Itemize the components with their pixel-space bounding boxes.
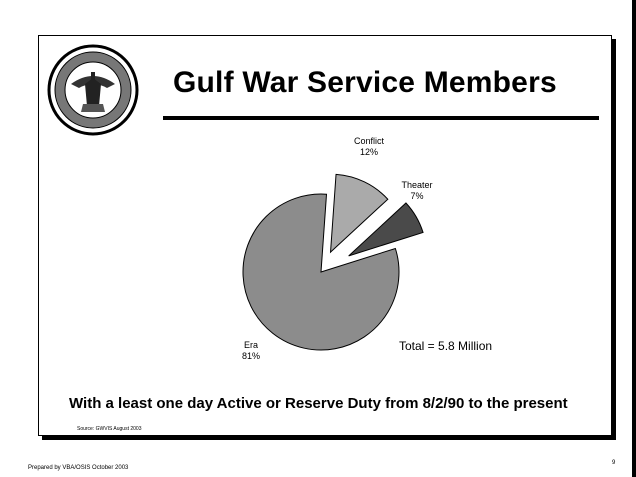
pie-slice-theater (348, 202, 424, 257)
pie-slice-conflict (329, 173, 389, 254)
va-seal-logo (47, 44, 139, 136)
slice-label-conflict: Conflict (354, 136, 385, 146)
slice-percent-theater: 7% (410, 191, 423, 201)
total-label: Total = 5.8 Million (399, 339, 493, 353)
duty-footnote: With a least one day Active or Reserve D… (69, 395, 568, 412)
slide-title: Gulf War Service Members (173, 66, 557, 99)
page-number: 9 (612, 460, 616, 466)
pie-slice-era (242, 193, 400, 351)
slice-percent-conflict: 12% (360, 147, 378, 157)
title-rule (163, 116, 599, 120)
slice-label-theater: Theater (401, 180, 432, 190)
slide: Gulf War Service Members Era 81% Conflict 1… (38, 35, 612, 436)
slice-percent-era: 81% (242, 351, 260, 361)
slice-label-era: Era (244, 340, 258, 350)
source-note: Source: GWVIS August 2003 (77, 426, 142, 432)
prepared-by: Prepared by VBA/OSIS October 2003 (28, 465, 129, 471)
pie-slices (242, 173, 424, 351)
